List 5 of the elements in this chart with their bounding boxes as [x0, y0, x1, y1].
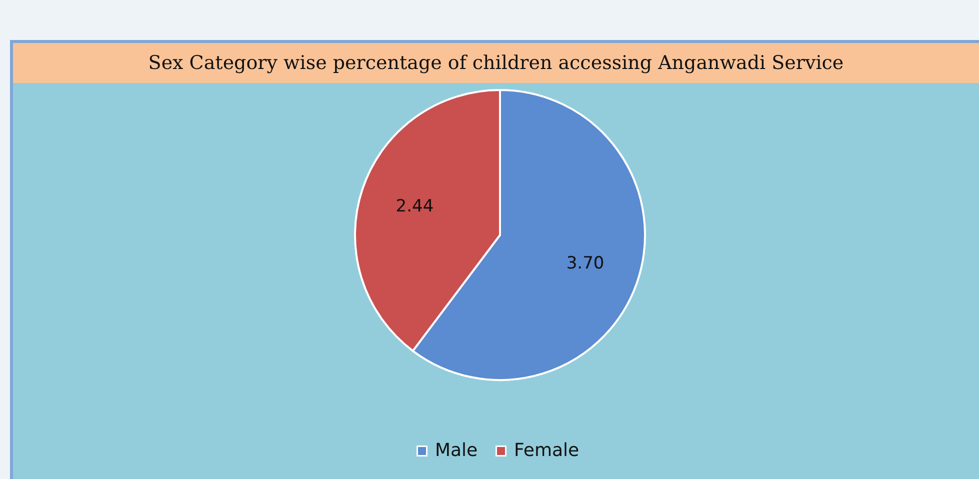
- data-label: 2.44: [396, 196, 434, 217]
- chart-title: Sex Category wise percentage of children accessing Anganwadi Service: [13, 43, 979, 83]
- legend-label: Male: [435, 440, 478, 461]
- data-label: 3.70: [566, 253, 604, 274]
- legend-label: Female: [514, 440, 580, 461]
